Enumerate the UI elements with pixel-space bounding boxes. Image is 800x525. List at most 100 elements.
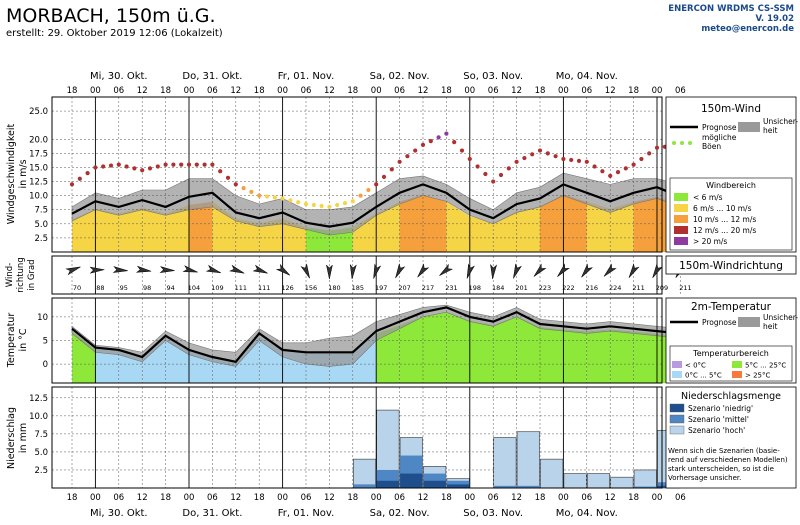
- wind-range-segment: [189, 201, 213, 252]
- day-label-bottom: Mo, 04. Nov.: [556, 508, 618, 519]
- gust-marker: [522, 155, 527, 161]
- direction-value: 94: [166, 284, 174, 292]
- wind-range-label: < 6 m/s: [693, 193, 723, 202]
- gust-marker: [452, 139, 457, 145]
- direction-arrow: [275, 263, 291, 276]
- gust-marker: [132, 166, 137, 171]
- gust-marker: [428, 139, 433, 144]
- hour-label-bottom: 12: [418, 493, 429, 503]
- precipitation-bar: [516, 431, 540, 489]
- direction-value: 222: [562, 284, 574, 292]
- gust-marker: [569, 157, 574, 163]
- hour-label-bottom: 18: [628, 493, 639, 503]
- hour-label-bottom: 12: [137, 493, 148, 503]
- wind-legend-uncertainty-2: heit: [763, 126, 777, 135]
- wind-range-label: 10 m/s ... 12 m/s: [693, 215, 756, 224]
- y-tick-label: 17.5: [29, 149, 48, 159]
- gust-marker: [101, 164, 106, 169]
- brand-version: V. 19.02: [755, 14, 794, 24]
- direction-arrow: [513, 263, 522, 279]
- temperature-range-segment: [95, 348, 119, 383]
- temperature-range-legend-title: Temperaturbereich: [692, 349, 769, 358]
- gust-marker: [420, 142, 426, 148]
- direction-legend: 150m-Windrichtung: [665, 255, 797, 275]
- direction-arrow: [557, 263, 570, 277]
- direction-value: 185: [352, 284, 364, 292]
- day-label-bottom: Fr, 01. Nov.: [278, 508, 335, 519]
- gust-marker: [475, 164, 480, 169]
- wind-range-segment: [469, 216, 494, 252]
- wind-range-segment: [235, 218, 260, 252]
- precipitation-bar: [446, 484, 470, 488]
- hour-label-bottom: 18: [535, 493, 546, 503]
- precipitation-panel: 2.5 5.0 7.5 10.0 12.5: [29, 386, 681, 489]
- gust-marker: [553, 154, 558, 159]
- hour-label-bottom: 18: [67, 493, 78, 503]
- y-tick-label: 0: [43, 360, 48, 370]
- y-tick-label: 20.0: [29, 135, 48, 145]
- direction-value: 211: [679, 284, 691, 292]
- direction-arrow: [229, 264, 245, 274]
- wind-range-segment: [95, 208, 119, 252]
- wind-range-segment: [540, 194, 564, 252]
- y-tick-label: 5.0: [34, 220, 48, 230]
- hour-label-top: 12: [418, 86, 429, 96]
- wind-y-axis-label-2: in m/s: [18, 159, 29, 188]
- gust-marker: [491, 179, 496, 184]
- day-label-top: Mi, 30. Okt.: [90, 71, 148, 82]
- direction-value: 98: [143, 284, 151, 292]
- direction-arrow: [652, 263, 663, 279]
- wind-range-segment: [493, 211, 517, 252]
- direction-arrow: [65, 266, 81, 276]
- gust-marker: [257, 193, 262, 198]
- wind-range-segment: [118, 207, 143, 252]
- precipitation-bar: [634, 486, 657, 488]
- gust-marker: [600, 169, 605, 174]
- day-label-bottom: Do, 31. Okt.: [182, 508, 242, 519]
- hour-label-top: 18: [347, 86, 358, 96]
- hour-label-top: 00: [464, 86, 475, 96]
- precipitation-bar: [563, 473, 587, 489]
- direction-arrow: [252, 264, 268, 274]
- precipitation-swatch: [669, 403, 685, 413]
- hour-label-top: 18: [628, 86, 639, 96]
- hour-label-bottom: 18: [441, 493, 452, 503]
- wind-legend-uncertainty-1: Unsicher-: [763, 117, 798, 126]
- direction-arrow: [490, 263, 498, 280]
- direction-arrow: [466, 263, 475, 279]
- direction-arrow: [603, 263, 617, 277]
- gust-marker: [358, 193, 363, 198]
- gust-marker: [319, 203, 324, 209]
- precipitation-bar: [633, 469, 657, 489]
- hour-label-top: 12: [324, 86, 335, 96]
- temperature-range-segment: [493, 316, 517, 383]
- hour-label-top: 18: [535, 86, 546, 96]
- wind-legend-gust-1: mögliche: [702, 133, 737, 142]
- precipitation-note-4: Vorhersage unsicher.: [668, 474, 741, 482]
- gust-marker: [210, 162, 215, 167]
- hour-label-top: 06: [488, 86, 499, 96]
- temperature-range-label: < 0°C: [685, 362, 706, 370]
- y-tick-label: 12.5: [29, 394, 48, 404]
- hour-label-bottom: 06: [488, 493, 499, 503]
- hour-label-bottom: 12: [605, 493, 616, 503]
- precipitation-bar: [423, 480, 446, 488]
- gust-marker: [124, 164, 129, 169]
- y-tick-label: 7.5: [34, 430, 48, 440]
- hour-label-top: 00: [90, 86, 101, 96]
- gust-marker: [405, 154, 410, 159]
- precipitation-bar: [517, 485, 540, 488]
- hour-label-bottom: 00: [90, 493, 101, 503]
- wind-range-segment: [633, 196, 657, 252]
- temperature-range-segment: [586, 329, 611, 383]
- temperature-range-segment: [235, 335, 260, 383]
- direction-value: 216: [586, 284, 598, 292]
- hour-label-bottom: 00: [184, 493, 195, 503]
- hour-labels-top: 18 00 06 12 18 00 06 12 18 00 06 12 18 00 06 12 18 00 06 12…: [67, 86, 686, 96]
- hour-label-top: 12: [230, 86, 241, 96]
- hour-label-top: 00: [652, 86, 663, 96]
- direction-arrow: [628, 263, 640, 278]
- gust-marker: [592, 164, 597, 169]
- direction-arrow: [159, 266, 175, 274]
